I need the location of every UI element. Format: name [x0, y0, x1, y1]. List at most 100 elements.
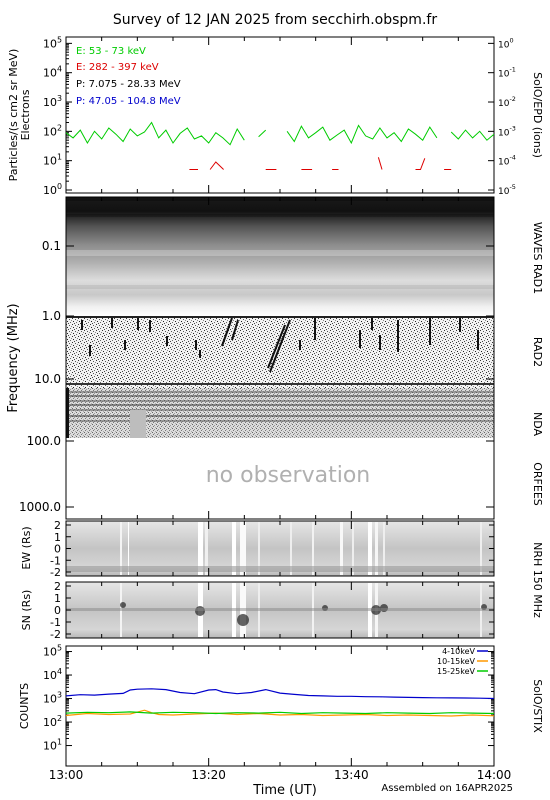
time-tick-label: 13:40 — [334, 768, 369, 782]
particles-frame — [65, 36, 495, 194]
radio-tick-label: 10.0 — [34, 372, 61, 386]
particles-right-axis: 10-5 10-4 10-3 10-2 10-1 100 — [488, 36, 516, 197]
particles-ylabel: Particles/(s cm2 sr MeV) — [7, 49, 20, 182]
radio-ylabel: Frequency (MHz) — [6, 303, 21, 412]
rad2-burst — [221, 317, 233, 347]
nrh-ew-streak — [312, 522, 314, 575]
stix-tick-label: 102 — [43, 714, 62, 729]
particles-right-tick-label: 100 — [498, 36, 514, 50]
series-electrons-high-segment — [377, 157, 383, 170]
nrh-sn-source — [120, 602, 126, 608]
nrh-ew-streak — [383, 522, 385, 575]
rad2-bursts — [66, 316, 494, 385]
nrh-ew-ylabel: EW (Rs) — [20, 526, 33, 569]
particles-right-tick-label: 10-2 — [498, 95, 516, 109]
time-tick-label: 13:00 — [49, 768, 84, 782]
stix-axis: 101 102 103 104 105 — [43, 644, 494, 753]
particles-right-tick-label: 10-5 — [498, 183, 516, 197]
nda-lines — [66, 388, 494, 438]
nrh-tick-label: 1 — [54, 592, 61, 605]
series-electrons-low-line — [65, 121, 245, 146]
nrh-ew-limb — [66, 566, 494, 572]
particles-left-tick-label: 104 — [43, 65, 62, 80]
particles-left-tick-label: 105 — [43, 35, 62, 50]
nrh-tick-label: 2 — [54, 580, 61, 593]
nda-block — [130, 410, 146, 438]
nrh-ew-panel: 210-1-2 EW (Rs) — [20, 519, 495, 579]
nrh-ew-streak — [340, 522, 343, 575]
particles-right-tick-label: 10-4 — [498, 154, 516, 168]
stix-tick-label: 104 — [43, 667, 62, 682]
stix-legend-low: 4-10keV — [442, 647, 475, 656]
rad2-burst — [267, 324, 286, 369]
assembled-date: Assembled on 16APR2025 — [381, 783, 513, 794]
legend-electrons-high: E: 282 - 397 keV — [76, 62, 159, 73]
nrh-tick-label: 0 — [54, 604, 61, 617]
stix-frame — [65, 645, 495, 767]
figure-title: Survey of 12 JAN 2025 from secchirh.obsp… — [113, 12, 437, 28]
stix-tick-label: 101 — [43, 738, 62, 753]
nrh-ew-streak — [198, 522, 203, 575]
particles-left-tick-label: 103 — [43, 94, 62, 109]
rad2-bottom-band — [66, 383, 494, 385]
series-electrons-high-segment — [415, 158, 426, 170]
nrh-sn-streaks — [66, 583, 494, 637]
particles-right-tick-label: 10-3 — [498, 124, 516, 138]
legend-protons-low: P: 7.075 - 28.33 MeV — [76, 79, 181, 90]
rad2-burst — [269, 319, 291, 373]
label-rad2: RAD2 — [531, 337, 544, 367]
nrh-sn-source — [237, 614, 249, 626]
nda-left-edge — [66, 388, 69, 438]
series-electrons-low-line — [286, 124, 438, 145]
stix-tick-label: 105 — [43, 644, 62, 659]
nrh-ew-streak — [232, 522, 236, 575]
label-waves-rad1: WAVES RAD1 — [531, 222, 544, 294]
no-observation-text: no observation — [206, 463, 371, 488]
stix-legend-mid: 10-15keV — [437, 657, 476, 666]
legend-protons-high: P: 47.05 - 104.8 MeV — [76, 96, 181, 107]
nrh-ew-streak — [290, 522, 292, 575]
nrh-ew-streak — [205, 522, 208, 575]
series-electrons-high-segment — [209, 161, 224, 170]
particles-left-axis: 100 101 102 103 104 105 — [43, 35, 72, 197]
nrh-tick-label: 0 — [54, 543, 61, 556]
nrh-tick-label: -2 — [50, 566, 61, 579]
waves-rad1-spectrogram — [66, 197, 494, 316]
nrh-sn-axis: 210-1-2 — [50, 580, 494, 641]
stix-ylabel: COUNTS — [18, 683, 31, 729]
nrh-right-label: NRH 150 MHz — [531, 542, 544, 618]
nrh-tick-label: -2 — [50, 628, 61, 641]
rad2-burst — [231, 319, 239, 341]
time-axis: 13:00 13:20 13:40 14:00 — [49, 37, 512, 782]
nrh-ew-streak — [120, 522, 122, 575]
particles-left-tick-label: 100 — [43, 182, 62, 197]
nrh-ew-streak — [352, 522, 354, 575]
nrh-sn-ylabel: SN (Rs) — [20, 590, 33, 631]
stix-series — [65, 688, 495, 717]
label-orfees: ORFEES — [531, 462, 544, 506]
nrh-tick-label: -1 — [50, 616, 61, 629]
nrh-sn-center — [66, 608, 494, 611]
nrh-sn-panel: 210-1-2 SN (Rs) NRH 150 MHz — [20, 542, 544, 641]
particles-right-label: SolO/EPD (ions) — [531, 72, 544, 158]
nrh-ew-streak — [240, 522, 246, 575]
stix-tick-label: 103 — [43, 691, 62, 706]
nrh-ew-streak — [258, 522, 260, 575]
radio-tick-label: 1000.0 — [19, 500, 61, 514]
nrh-ew-streak — [368, 522, 372, 575]
particles-left-tick-label: 101 — [43, 153, 62, 168]
time-tick-label: 14:00 — [477, 768, 512, 782]
nrh-tick-label: 2 — [54, 519, 61, 532]
nrh-ew-streaks — [66, 522, 494, 575]
particles-right-tick-label: 10-1 — [498, 66, 516, 80]
radio-tick-label: 0.1 — [42, 239, 61, 253]
rad2-top-edge — [66, 316, 494, 318]
nrh-tick-label: -1 — [50, 554, 61, 567]
radio-axis: 0.1 1.0 10.0 100.0 1000.0 — [19, 239, 494, 514]
particles-legend: E: 53 - 73 keV E: 282 - 397 keV P: 7.075… — [76, 46, 181, 107]
radio-panel: 0.1 1.0 10.0 100.0 1000.0 no observation Fre… — [6, 196, 544, 520]
xaxis-label: Time (UT) — [252, 783, 317, 798]
stix-right-label: SolO/STIX — [531, 679, 544, 733]
radio-tick-label: 100.0 — [27, 434, 61, 448]
